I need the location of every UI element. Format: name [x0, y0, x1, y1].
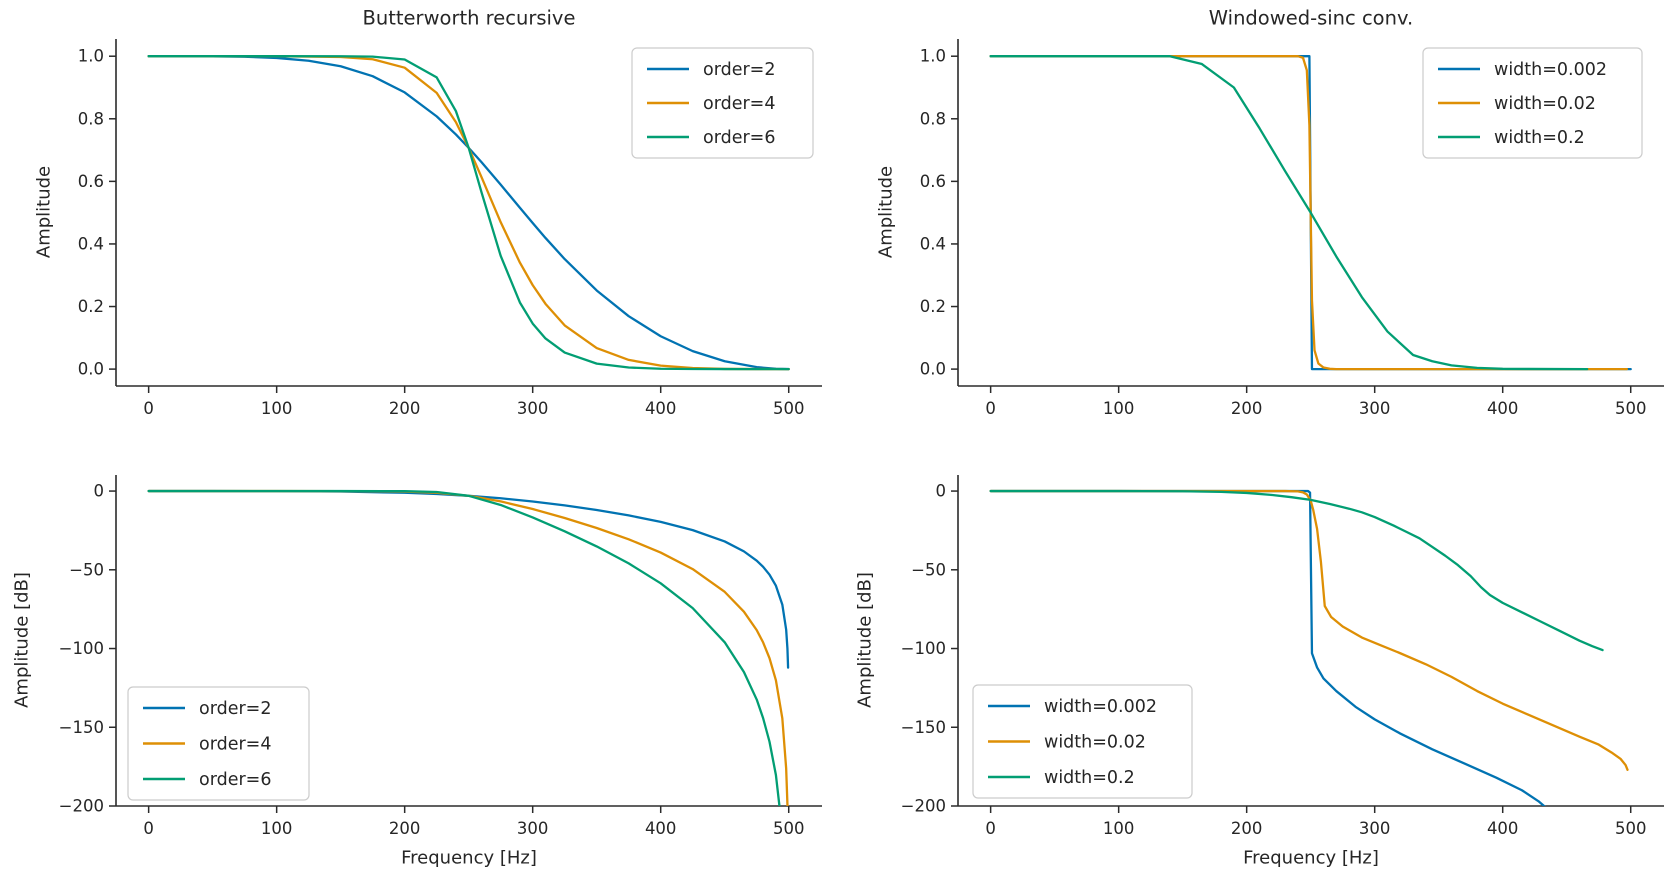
x-axis-label-windowed-sinc: Frequency [Hz]	[1243, 847, 1379, 869]
x-axis-label-butterworth: Frequency [Hz]	[401, 847, 537, 869]
series-line-order=2	[147, 55, 790, 371]
x-tick-label: 200	[389, 819, 421, 838]
x-tick-label: 500	[1615, 399, 1647, 418]
y-axis-label-windowed-sinc-amplitude: Amplitude	[875, 165, 897, 259]
legend-label: width=0.002	[1494, 60, 1607, 80]
series-line-order=6	[147, 489, 781, 806]
y-tick-label: 0.2	[78, 297, 104, 316]
x-tick-label: 200	[1231, 819, 1263, 838]
series-line-width=0.02	[989, 55, 1629, 371]
legend-label: order=2	[703, 60, 775, 80]
x-tick-label: 200	[389, 399, 421, 418]
x-tick-label: 0	[143, 819, 154, 838]
title-windowed-sinc: Windowed-sinc conv.	[1208, 6, 1414, 30]
legend-label: order=4	[703, 94, 775, 114]
y-tick-label: 0.0	[920, 360, 946, 379]
x-tick-label: 100	[261, 819, 293, 838]
legend-label: width=0.2	[1044, 768, 1135, 788]
x-tick-label: 500	[773, 399, 805, 418]
legend: order=2 order=4 order=6	[127, 686, 310, 801]
x-tick-label: 400	[645, 399, 677, 418]
y-tick-label: 0	[936, 482, 947, 501]
y-tick-label: −100	[59, 639, 104, 658]
legend-box	[631, 47, 814, 159]
legend: order=2 order=4 order=6	[631, 47, 814, 159]
y-tick-label: −150	[59, 718, 104, 737]
x-tick-label: 0	[985, 819, 996, 838]
series-line-width=0.2	[989, 489, 1604, 652]
x-tick-label: 0	[985, 399, 996, 418]
x-tick-label: 300	[1359, 819, 1391, 838]
y-axis-label-windowed-sinc-db: Amplitude [dB]	[854, 572, 876, 708]
y-tick-label: 0.4	[78, 234, 104, 253]
y-tick-label: 0.8	[78, 109, 104, 128]
x-tick-label: 100	[1103, 399, 1135, 418]
x-tick-label: 400	[1487, 399, 1519, 418]
y-tick-label: 0.8	[920, 109, 946, 128]
y-tick-label: 1.0	[78, 47, 104, 66]
legend-box	[1422, 47, 1643, 159]
y-tick-label: 0.4	[920, 234, 946, 253]
legend-label: width=0.2	[1494, 128, 1585, 148]
y-tick-label: −50	[911, 560, 946, 579]
x-tick-label: 300	[517, 399, 549, 418]
y-tick-label: 0.6	[78, 172, 104, 191]
axis-spines	[957, 475, 1664, 807]
panel-windowed-sinc-db: 0 100 200 300 400 500 0 −50 −100 −150 −200 width=0.…	[901, 475, 1664, 838]
y-tick-label: 0.2	[920, 297, 946, 316]
title-butterworth: Butterworth recursive	[362, 6, 576, 30]
legend-label: order=2	[199, 699, 271, 719]
axis-spines	[115, 475, 822, 807]
series-line-width=0.2	[989, 55, 1589, 371]
x-tick-label: 0	[143, 399, 154, 418]
y-tick-label: 0.0	[78, 360, 104, 379]
legend-label: order=6	[703, 128, 775, 148]
y-tick-label: −200	[901, 797, 946, 816]
legend: width=0.002 width=0.02 width=0.2	[972, 684, 1193, 799]
y-tick-label: 1.0	[920, 47, 946, 66]
series-line-order=4	[147, 55, 790, 371]
x-tick-label: 400	[1487, 819, 1519, 838]
series-line-width=0.002	[989, 489, 1546, 806]
y-axis-label-butterworth-amplitude: Amplitude	[33, 165, 55, 259]
legend-label: width=0.002	[1044, 697, 1157, 717]
legend-label: order=4	[199, 735, 271, 755]
y-tick-label: −50	[69, 560, 104, 579]
y-tick-label: −150	[901, 718, 946, 737]
series-line-order=2	[147, 489, 790, 669]
panel-butterworth-db: 0 100 200 300 400 5000−50−100−150−200order=2o…	[59, 475, 822, 838]
x-tick-label: 300	[1359, 399, 1391, 418]
legend-label: width=0.02	[1044, 733, 1146, 753]
y-tick-label: 0.6	[920, 172, 946, 191]
legend-box	[972, 684, 1193, 799]
axis-spines	[115, 39, 822, 387]
series-line-order=6	[147, 55, 790, 371]
x-tick-label: 400	[645, 819, 677, 838]
y-axis-label-butterworth-db: Amplitude [dB]	[11, 572, 33, 708]
legend: width=0.002 width=0.02 width=0.2	[1422, 47, 1643, 159]
legend-label: order=6	[199, 770, 271, 790]
axis-spines	[957, 39, 1664, 387]
x-tick-label: 100	[1103, 819, 1135, 838]
legend-label: width=0.02	[1494, 94, 1596, 114]
panel-windowed-sinc-amplitude: 0 100 200 300 400 500 0.0 0.2 0.4 0.6 0.8 1.0 width=…	[920, 39, 1664, 418]
x-tick-label: 500	[773, 819, 805, 838]
y-tick-label: 0	[94, 482, 105, 501]
x-tick-label: 300	[517, 819, 549, 838]
panel-butterworth-amplitude: 0 100 200 300 400 500 0.0 0.2 0.4 0.6 0.8 1.0 order=…	[78, 39, 822, 418]
legend-box	[127, 686, 310, 801]
x-tick-label: 100	[261, 399, 293, 418]
x-tick-label: 500	[1615, 819, 1647, 838]
series-line-width=0.02	[989, 489, 1629, 771]
y-tick-label: −100	[901, 639, 946, 658]
y-tick-label: −200	[59, 797, 104, 816]
x-tick-label: 200	[1231, 399, 1263, 418]
